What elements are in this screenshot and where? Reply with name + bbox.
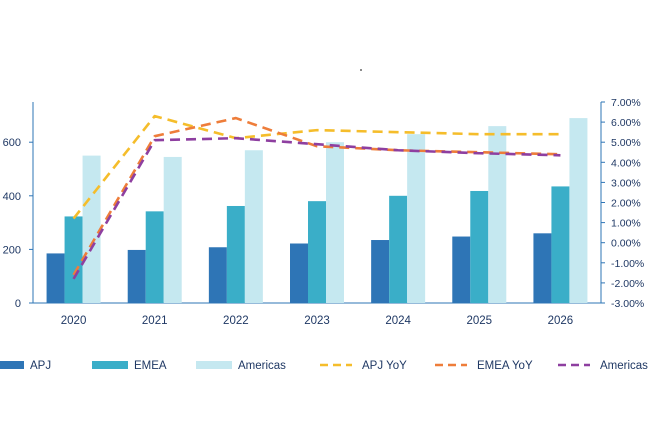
legend-swatch-apj [0,361,24,369]
y2-tick-label: -3.00% [611,298,644,310]
y2-tick-label: 2.00% [611,198,641,210]
bar-apj [371,240,390,303]
x-tick-label: 2020 [61,315,87,327]
bar-apj [290,243,308,303]
legend-swatch-emea [92,361,128,369]
legend-label-apj-yoy: APJ YoY [362,360,407,372]
bar-apj [533,233,552,303]
line-americas-yoy [72,136,561,280]
plot-layer: 0 200 400 600 -3.00% -2.00% -1.00% 0.00% 1.00% 2.… [3,97,645,327]
bar-emea [226,205,245,303]
bar-emea [308,201,326,303]
bar-apj [452,236,471,303]
bar-emea [145,211,164,303]
y2-tick-label: 7.00% [611,97,641,109]
legend: APJ EMEA Americas APJ YoY EMEA YoY Americas Y… [0,360,650,372]
bar-apj [208,247,227,303]
bar-apj [46,253,65,303]
y2-tick-label: 3.00% [611,177,641,189]
y-tick-label: 200 [3,244,21,256]
bar-americas [82,155,101,303]
x-tick-label: 2026 [548,315,574,327]
bar-americas [407,134,426,303]
legend-label-americas-yoy: Americas YoY [600,360,650,372]
bar-apj [127,249,146,303]
bar-emea [551,186,570,303]
x-tick-label: 2025 [466,315,492,327]
bar-americas [569,118,588,303]
y-tick-label: 0 [15,298,21,310]
x-tick-label: 2021 [142,315,168,327]
y2-tick-label: 6.00% [611,117,641,129]
line-apj-yoy [72,114,561,220]
bar-emea [64,216,83,303]
bar-americas [244,150,263,303]
bar-americas [488,126,507,304]
bar-emea [470,190,489,303]
legend-label-emea-yoy: EMEA YoY [477,360,533,372]
y-tick-label: 600 [3,137,21,149]
legend-label-apj: APJ [30,360,51,372]
y2-tick-label: -1.00% [611,258,644,270]
y-tick-label: 400 [3,191,21,203]
y2-tick-label: 4.00% [611,157,641,169]
legend-label-emea: EMEA [134,360,167,372]
legend-label-americas: Americas [238,360,286,372]
x-tick-label: 2023 [304,315,330,327]
bar-emea [389,195,408,303]
bar-americas [326,142,344,303]
stray-dot [360,69,362,71]
legend-swatch-americas [196,361,232,369]
line-emea-yoy [72,116,561,276]
y2-tick-label: 1.00% [611,218,641,230]
y2-tick-label: 0.00% [611,238,641,250]
x-tick-label: 2024 [385,315,411,327]
y2-tick-label: -2.00% [611,278,644,290]
bar-americas [163,156,182,303]
x-tick-label: 2022 [223,315,249,327]
y2-tick-label: 5.00% [611,137,641,149]
